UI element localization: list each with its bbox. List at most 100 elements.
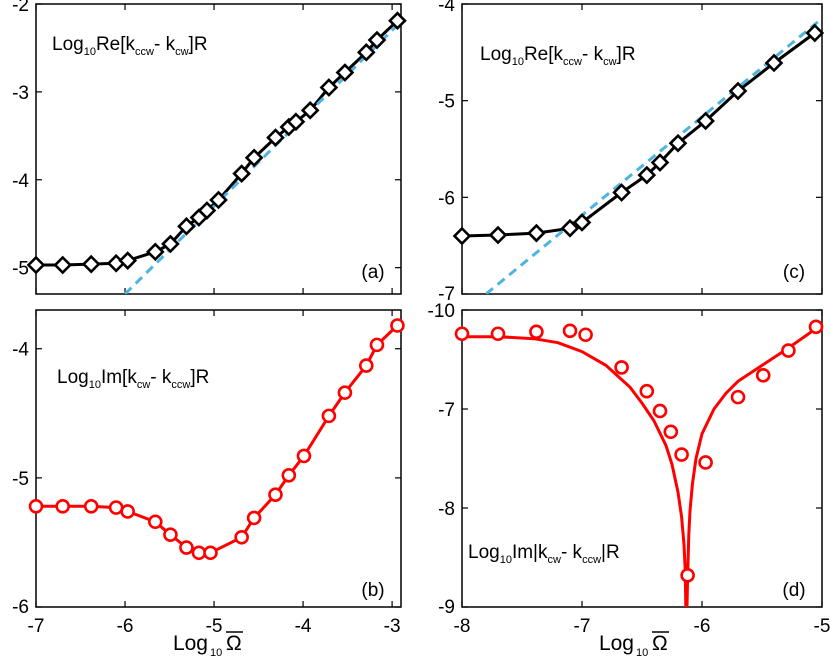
panel-b-annotation: Log10Im[kcw- kccw]R xyxy=(57,367,209,391)
panel-b-xlabel: Log 10 Ω xyxy=(173,631,243,659)
panel-a-diamond-point xyxy=(388,11,407,31)
panel-b-circle-point xyxy=(390,318,405,333)
panel-b-circle-point xyxy=(120,504,135,519)
panel-b-circle-point xyxy=(369,337,385,353)
panel-b-circle-point xyxy=(55,498,71,514)
panel-c-diamond-point xyxy=(452,226,472,246)
panel-d-xtick-label: -8 xyxy=(454,616,471,637)
panel-d-circle-point xyxy=(698,455,713,470)
panel-b-ytick-label: -4 xyxy=(12,340,29,361)
panel-b-circle-point xyxy=(203,545,218,561)
panel-c-label: (c) xyxy=(783,262,805,283)
panel-b-circle-point xyxy=(296,448,312,464)
panel-a-diamond-point xyxy=(356,42,376,62)
svg-text:10: 10 xyxy=(210,647,222,659)
panel-b-ytick-label: -5 xyxy=(12,469,29,490)
panel-c-diamond-point xyxy=(637,165,657,185)
panel-b-label: (b) xyxy=(361,580,384,601)
panel-b-circle-point xyxy=(147,514,163,530)
panel-c-diamond-point xyxy=(668,133,688,153)
panel-a-diamond-point xyxy=(118,251,138,270)
panel-d-xtick-label: -5 xyxy=(814,616,830,637)
panel-b-xtick-label: -4 xyxy=(295,616,312,637)
panel-b-circle-point xyxy=(337,385,353,400)
panel-a-label: (a) xyxy=(361,262,384,283)
panel-b-data-line xyxy=(36,324,399,555)
panel-a-diamond-point xyxy=(244,148,264,168)
panel-a-diamond-point xyxy=(319,78,339,97)
panel-a-ytick-label: -3 xyxy=(12,83,29,104)
panel-a-diamond-point xyxy=(26,255,46,275)
panel-c-ytick-label: -6 xyxy=(438,188,455,209)
panel-b-circle-point xyxy=(28,498,44,514)
panel-a-diamond-point xyxy=(145,242,165,262)
panel-b-xtick-label: -5 xyxy=(206,616,223,637)
panel-d-circle-point xyxy=(652,403,668,419)
panel-d-ytick-label: -10 xyxy=(428,301,455,322)
svg-text:Log: Log xyxy=(599,632,634,655)
panel-c: -4 -5 -6 -7 Log10Re[kccw- kcw]R (c) xyxy=(438,0,825,305)
panel-b-xtick-label: -3 xyxy=(384,616,401,637)
panel-d-circle-point xyxy=(490,326,506,342)
panel-d-annotation: Log10Im|kcw- kccw|R xyxy=(468,542,620,566)
panel-a-diamond-point xyxy=(335,63,355,82)
panel-d-xtick-label: -6 xyxy=(694,616,711,637)
panel-b-circle-point xyxy=(234,529,249,545)
panel-b-circle-point xyxy=(179,540,194,555)
panel-b-xtick-label: -7 xyxy=(28,616,45,637)
panel-d-circle-point xyxy=(454,326,470,342)
panel-d-circle-point xyxy=(639,383,655,399)
svg-text:Ω: Ω xyxy=(226,632,242,655)
panel-d-ytick-label: -8 xyxy=(438,499,455,520)
panel-d-circle-point xyxy=(663,424,679,440)
panel-c-diamond-point xyxy=(696,111,715,131)
panel-d: -10-7-8-9-8 -7 -6 -5 Log10Im|kcw- kccw|R (d… xyxy=(428,301,830,659)
panel-c-diamond-point xyxy=(572,213,592,232)
panel-c-diamond-point xyxy=(527,223,546,243)
panel-d-circle-point xyxy=(680,568,695,583)
panel-a-diamond-point xyxy=(266,128,285,147)
panel-c-ytick-label: -4 xyxy=(438,0,455,16)
svg-text:10: 10 xyxy=(636,647,648,659)
panel-b-circle-point xyxy=(191,545,207,561)
panel-d-circle-point xyxy=(808,319,824,335)
panel-b-ytick-label: -6 xyxy=(12,597,29,618)
panel-c-ytick-label: -5 xyxy=(438,92,455,113)
panel-b-circle-point xyxy=(268,487,283,502)
panel-d-xtick-label: -7 xyxy=(574,616,591,637)
panel-d-frame xyxy=(461,309,823,608)
panel-b-circle-point xyxy=(108,500,124,515)
panel-c-diamond-point xyxy=(612,183,631,202)
panel-a-ytick-label: -5 xyxy=(12,259,29,280)
panel-b-circle-point xyxy=(358,358,374,373)
panel-c-diamond-point xyxy=(728,81,748,101)
panel-c-diamond-point xyxy=(805,23,825,43)
panel-a-ytick-label: -2 xyxy=(12,0,29,16)
panel-d-xlabel: Log 10 Ω xyxy=(599,631,669,659)
panel-d-circle-point xyxy=(614,360,629,375)
panel-d-label: (d) xyxy=(782,580,805,601)
panel-a-frame xyxy=(35,3,402,295)
panel-a-diamond-point xyxy=(209,190,228,210)
panel-c-annotation: Log10Re[kccw- kcw]R xyxy=(480,44,636,68)
panel-d-circle-point xyxy=(755,368,771,383)
panel-c-diamond-point xyxy=(764,53,784,73)
panel-b-xtick-label: -6 xyxy=(117,616,134,637)
panel-d-circle-point xyxy=(674,447,689,462)
panel-a-diamond-point xyxy=(197,201,217,220)
panel-d-ytick-label: -7 xyxy=(438,400,455,421)
panel-b: -4-5-6-7 -6 -5 -4 -3 Log10Im[kcw- kccw]R (b)… xyxy=(12,309,405,659)
panel-d-circle-point xyxy=(529,324,544,340)
panel-b-circle-point xyxy=(163,527,178,542)
panel-b-circle-point xyxy=(83,498,99,514)
panel-b-frame xyxy=(35,309,402,608)
panel-d-circle-point xyxy=(578,327,593,343)
panel-a-diamond-point xyxy=(367,30,387,50)
panel-a-diamond-point xyxy=(300,100,320,120)
panel-d-circle-point xyxy=(781,343,796,358)
panel-d-ytick-label: -9 xyxy=(438,597,455,618)
panel-d-theory-curve xyxy=(462,321,822,607)
panel-c-ytick-label: -7 xyxy=(438,284,455,305)
panel-a-diamond-point xyxy=(286,112,306,132)
